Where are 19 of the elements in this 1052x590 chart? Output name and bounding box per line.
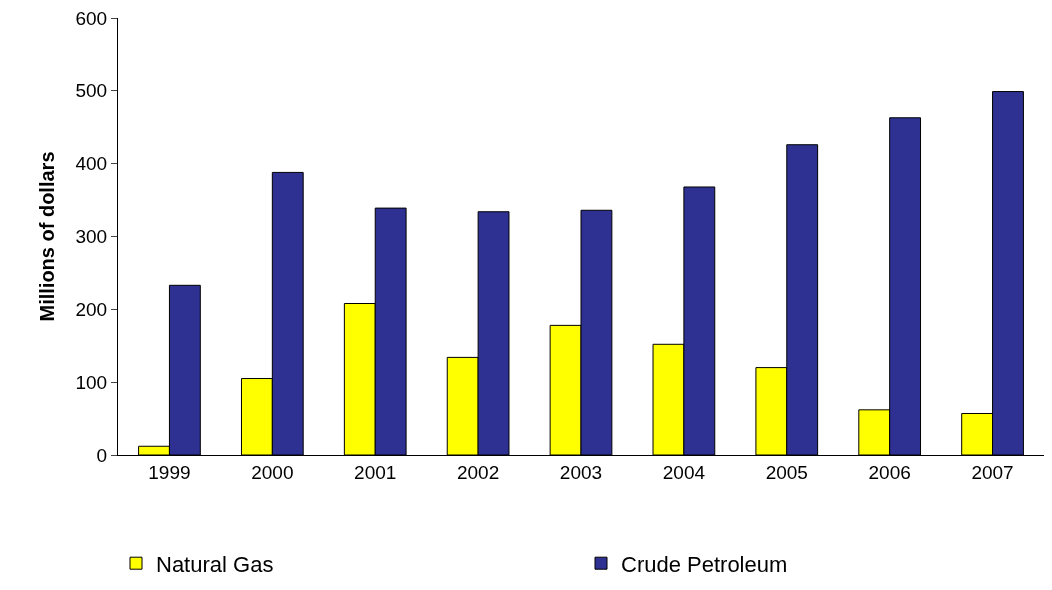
- y-axis-title: Millions of dollars: [36, 151, 58, 322]
- x-tick-label: 2002: [456, 461, 500, 483]
- y-tick-label: 600: [75, 7, 108, 29]
- x-tick-label: 2005: [765, 461, 808, 483]
- x-tick-label: 2006: [868, 461, 911, 483]
- y-tick-label: 0: [96, 444, 108, 466]
- x-tick-label: 2000: [251, 461, 294, 483]
- x-tick-label: 2001: [354, 461, 397, 483]
- legend-label: Natural Gas: [156, 551, 274, 577]
- x-tick-label: 2004: [662, 461, 706, 483]
- y-tick-label: 500: [75, 80, 108, 102]
- legend-label: Crude Petroleum: [621, 551, 788, 577]
- x-tick-label: 1999: [148, 461, 191, 483]
- y-tick-label: 200: [75, 298, 108, 320]
- y-tick-label: 400: [75, 153, 108, 175]
- x-tick-label: 2003: [559, 461, 603, 483]
- y-tick-label: 300: [75, 226, 108, 248]
- y-tick-label: 100: [75, 371, 108, 393]
- x-tick-label: 2007: [971, 461, 1014, 483]
